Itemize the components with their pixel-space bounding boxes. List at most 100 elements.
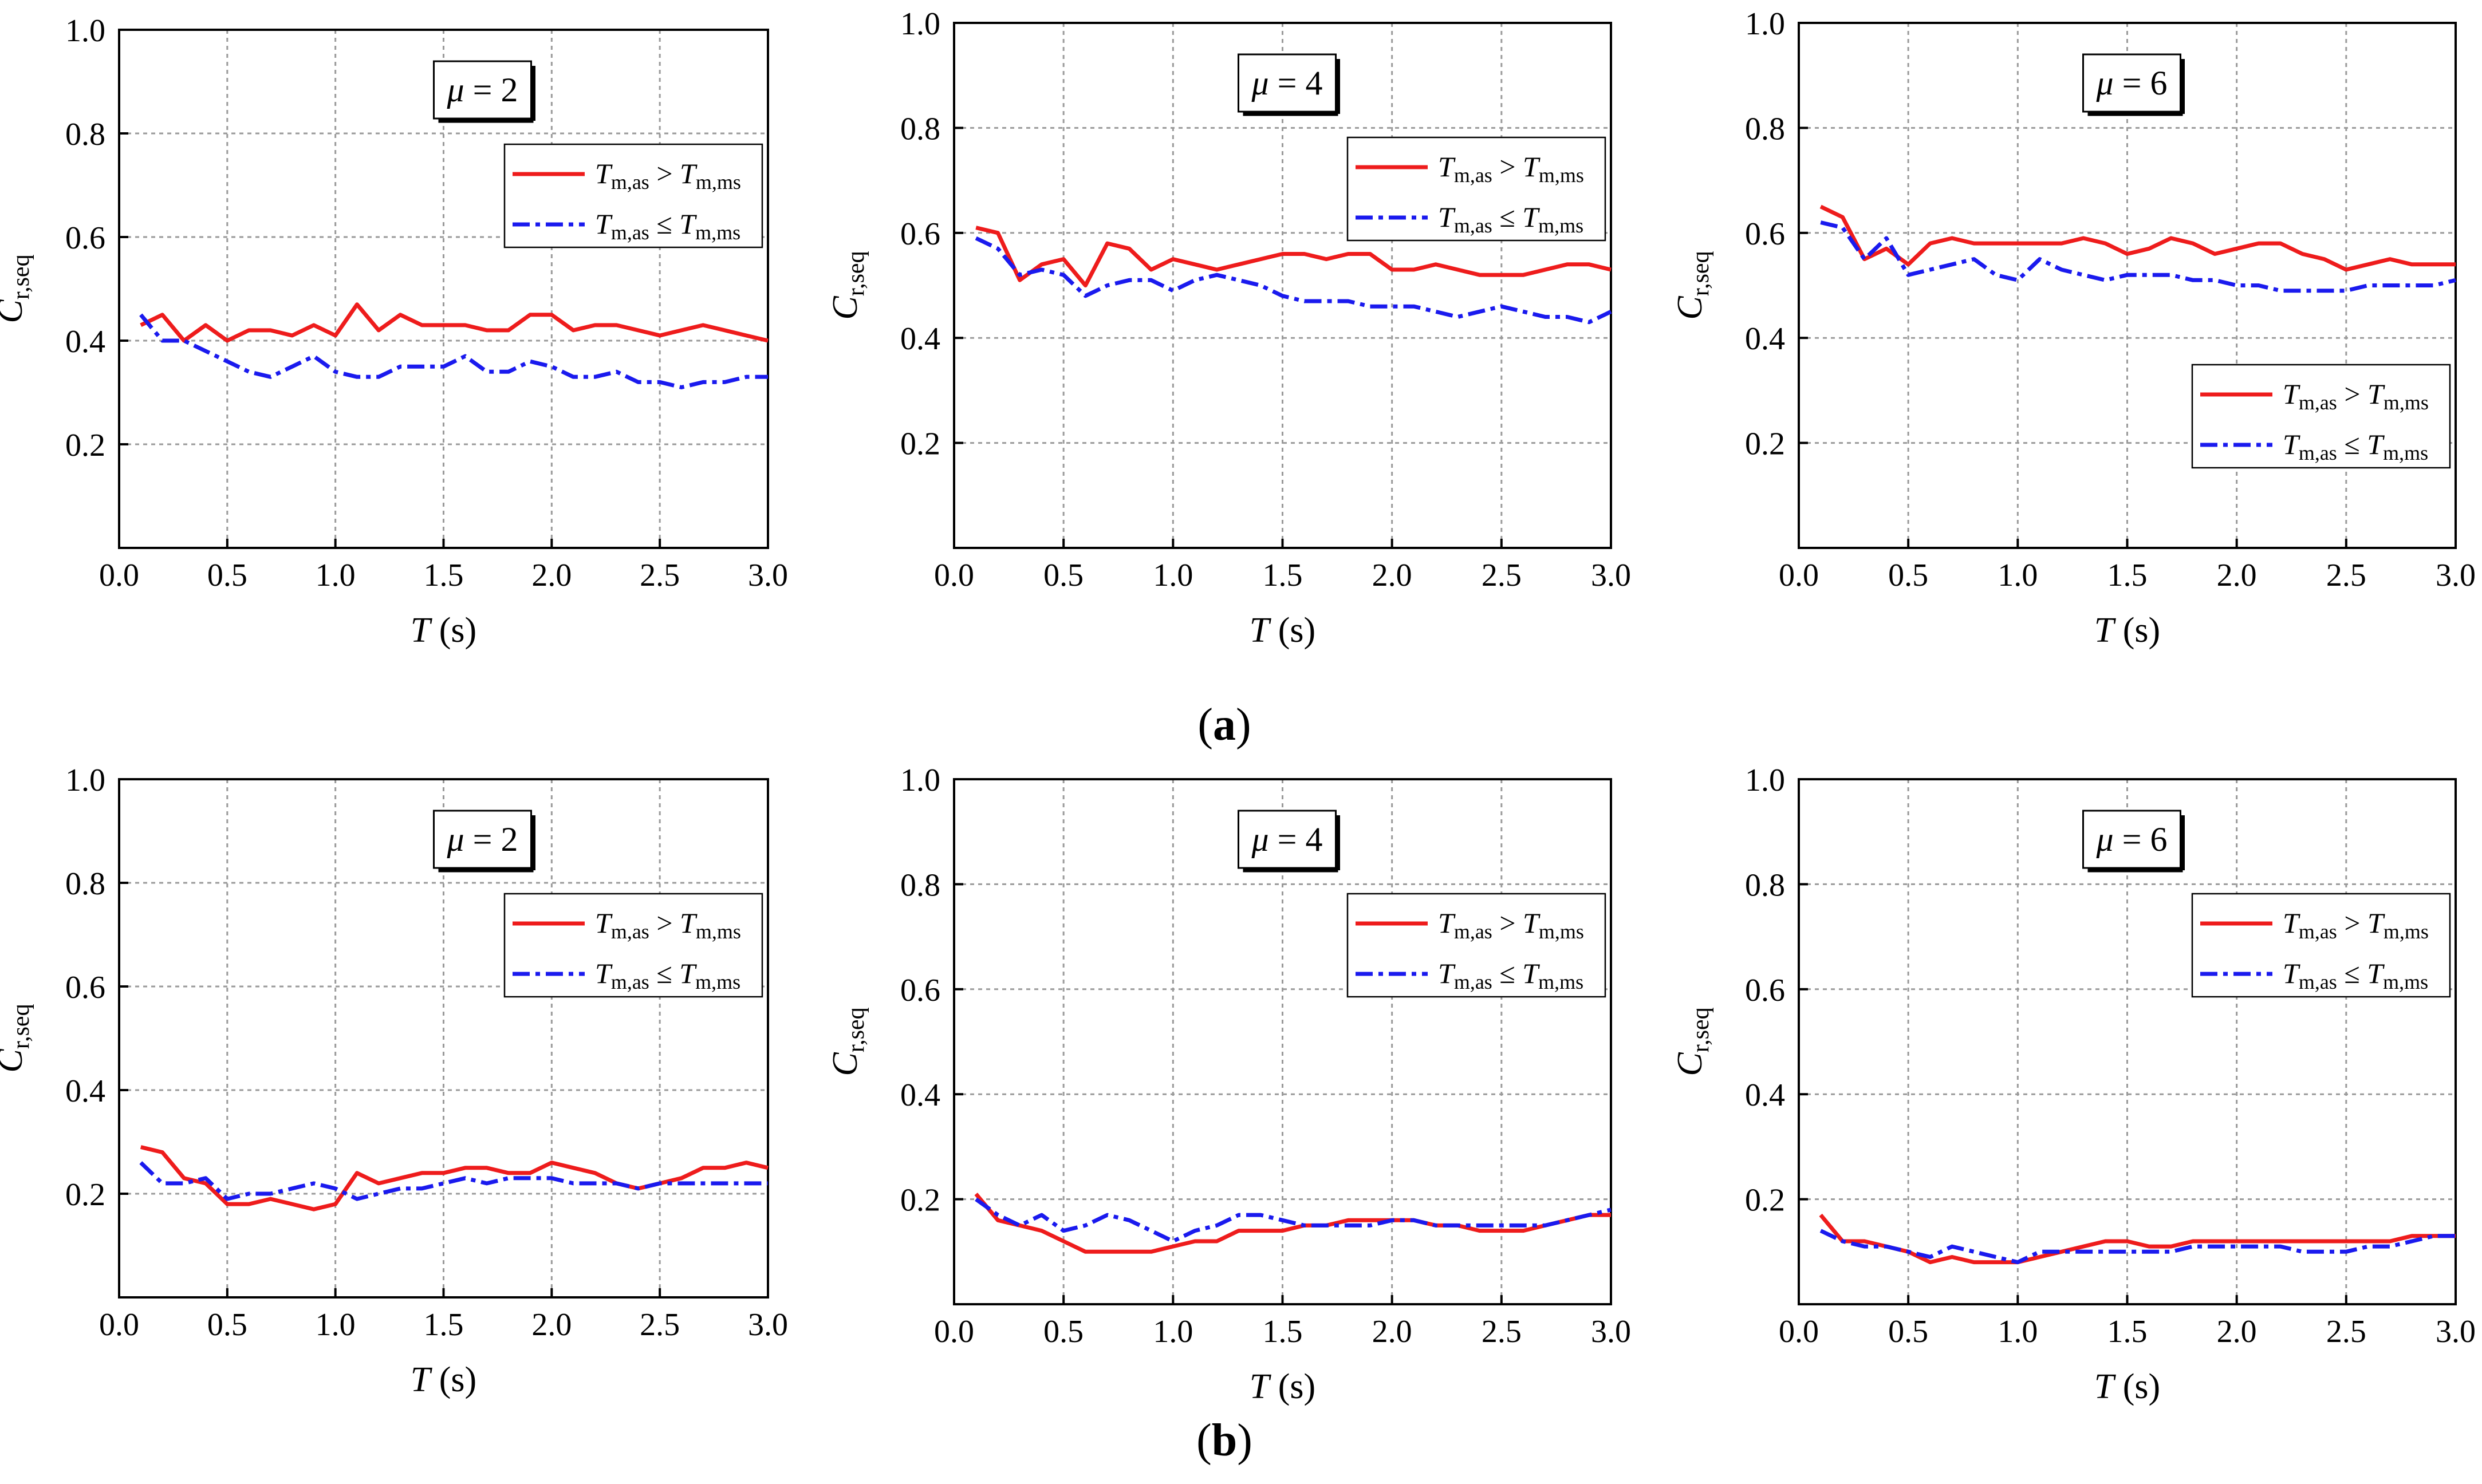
panel-a1-x-axis-label-var: T [411,611,433,650]
panel-b2-series-1-point-17 [1348,1220,1349,1221]
panel-b3-y-tick-label-3: 0.8 [1745,867,1785,903]
panel-a1-series-2-point-8 [313,356,314,357]
panel-b1-x-tick-label-6: 3.0 [748,1307,788,1343]
panel-a3-series-1-point-28 [2433,264,2434,265]
panel-b3-series-2-point-25 [2368,1246,2369,1247]
panel-a3-y-tick-label-2: 0.6 [1745,216,1785,252]
panel-a2-series-2-point-29 [1611,311,1612,312]
panel-b3-legend-label-1: Tm,as > Tm,ms [2283,907,2429,943]
panel-a2-series-1-point-22 [1457,269,1458,270]
panel-b2-legend-label-2: Tm,as ≤ Tm,ms [1438,957,1583,993]
panel-b3-legend-1-op: > [2337,907,2367,939]
panel-a3-series-2-point-13 [2105,280,2106,281]
panel-a3-legend-1-b: T [2367,378,2385,410]
panel-b2-legend-2-b: T [1522,957,1540,989]
panel-b1-series-1-point-29 [768,1167,769,1168]
panel-a2-mu-value: 4 [1305,64,1322,102]
panel-a3-legend-1-a: T [2283,378,2300,410]
panel-a3-legend-2-a-sub: m,as [2299,441,2337,464]
panel-b1-y-tick-label-3: 0.8 [65,866,105,902]
panel-a2-series-2-point-23 [1479,311,1480,312]
panel-a2-y-axis-label-sub: r,seq [843,251,869,296]
panel-a3-legend-2-b: T [2367,428,2385,460]
panel-b1-legend-1-b-sub: m,ms [696,920,741,943]
panel-b3-x-axis-label-var: T [2094,1367,2117,1406]
panel-a3-x-axis-label-var: T [2094,611,2117,650]
panel-b2-series-2-point-22 [1457,1225,1458,1226]
panel-b3-x-tick-label-3: 1.5 [2107,1314,2148,1349]
panel-b2-legend-2-b-sub: m,ms [1538,970,1583,993]
panel-a3-legend-1-a-sub: m,as [2299,391,2337,414]
panel-b1-y-tick-label-0: 0.2 [65,1177,105,1213]
panel-a2-series-2-point-24 [1501,306,1502,307]
panel-b2-x-tick-label-0: 0.0 [934,1314,974,1349]
panel-a1-legend-2-a: T [595,208,613,240]
panel-a3-legend-2-op: ≤ [2337,428,2367,460]
panel-b1-legend-1-op: > [649,907,680,939]
panels: 0.0 0.5 1.0 1.5 2.0 2.5 3.0 0.2 0.4 0.6 0.8 1.0 T (s… [0,6,2476,1406]
panel-a3-series-1-point-20 [2258,243,2259,244]
panel-a1-mu-symbol: μ [447,71,464,109]
panel-b1-mu-value: 2 [501,820,518,858]
panel-a3-x-axis-label-unit: (s) [2114,611,2160,650]
panel-b1-series-1-point-9 [335,1204,336,1205]
panel-b2-mu-value: 4 [1305,820,1322,858]
panel-a2-y-axis-label: Cr,seq [826,251,869,319]
panel-a2-x-tick-label-3: 1.5 [1263,558,1303,593]
panel-b1-series-1-point-15 [465,1167,466,1168]
panel-b3-x-tick-label-4: 2.0 [2217,1314,2257,1349]
panel-b1-series-2-line [139,1161,768,1201]
panel-a1-legend-2-b: T [679,208,697,240]
panel-a1-series-1-point-9 [335,335,336,336]
panel-a1-x-tick-label-4: 2.0 [531,558,572,593]
panel-b2-series-2-point-20 [1413,1220,1414,1221]
panel-a3-x-tick-label-4: 2.0 [2217,558,2257,593]
panel-b1-series-2-point-0 [140,1162,141,1163]
panel-b3-y-tick-label-0: 0.2 [1745,1183,1785,1218]
panel-b1-series-1-point-27 [724,1167,725,1168]
panel-a2-series-1-point-11 [1216,269,1217,270]
panel-b1-y-tick-label-1: 0.4 [65,1073,105,1109]
panel-a3-y-tick-label-0: 0.2 [1745,427,1785,462]
panel-b1-series-1-point-8 [313,1209,314,1210]
panel-a1-x-tick-label-3: 1.5 [424,558,464,593]
panel-b2-y-tick-label-4: 1.0 [900,763,940,798]
panel-b1-x-tick-label-1: 0.5 [207,1307,247,1343]
panel-a3-legend-1-b-sub: m,ms [2383,391,2429,414]
panel-a3-legend-2-b-sub: m,ms [2383,441,2428,464]
panel-b2-legend-box [1346,893,1606,998]
panel-a3-x-tick-label-5: 2.5 [2326,558,2366,593]
panel-a1-series-1-line [140,302,769,343]
panel-b1-y-axis-label-var: C [0,1049,30,1073]
panel-b1-series-1-point-19 [551,1162,552,1163]
panel-b3-x-tick-label-6: 3.0 [2436,1314,2476,1349]
panel-a2-series-2-point-8 [1151,280,1152,281]
panel-a3-legend-1-op: > [2337,378,2367,410]
panel-a1-legend-label-1: Tm,as > Tm,ms [595,157,741,194]
panel-a1-x-tick-label-6: 3.0 [748,558,788,593]
panel-b1-y-axis-label-sub: r,seq [8,1004,34,1049]
panel-a3-series-2-point-1 [1842,227,1843,228]
panel-a2-x-axis-label-var: T [1250,611,1272,650]
panel-b3-x-tick-label-0: 0.0 [1779,1314,1819,1349]
panel-b2-series-1-point-25 [1523,1230,1524,1231]
panel-b3-legend-2-op: ≤ [2337,957,2367,989]
panel-a1-series-2-point-0 [140,314,141,315]
panel-b2-legend-1-a: T [1438,907,1456,939]
panel-b1-legend-2-b: T [679,957,697,989]
panel-b2-x-tick-label-2: 1.0 [1153,1314,1193,1349]
panel-a1-x-tick-label-1: 0.5 [207,558,247,593]
panel-a2-legend-box [1346,136,1606,242]
panel-b1-series-1-point-28 [746,1162,747,1163]
panel-b3-y-axis-label-var: C [1671,1052,1709,1076]
panel-a2-mu-label: μ = 4 [1251,64,1323,102]
panel-a1-x-axis-label-unit: (s) [430,611,476,650]
panel-b2-legend-1-a-sub: m,as [1454,920,1492,943]
panel-a3-x-tick-label-1: 0.5 [1888,558,1928,593]
panel-b1-legend-2-b-sub: m,ms [695,970,740,993]
panel-b3-mu-value: 6 [2150,820,2167,858]
panel-a3-series-1-point-7 [1973,243,1974,244]
panel-b2-series-1-point-3 [1041,1230,1042,1231]
panel-b1-series-2-point-13 [421,1188,422,1189]
